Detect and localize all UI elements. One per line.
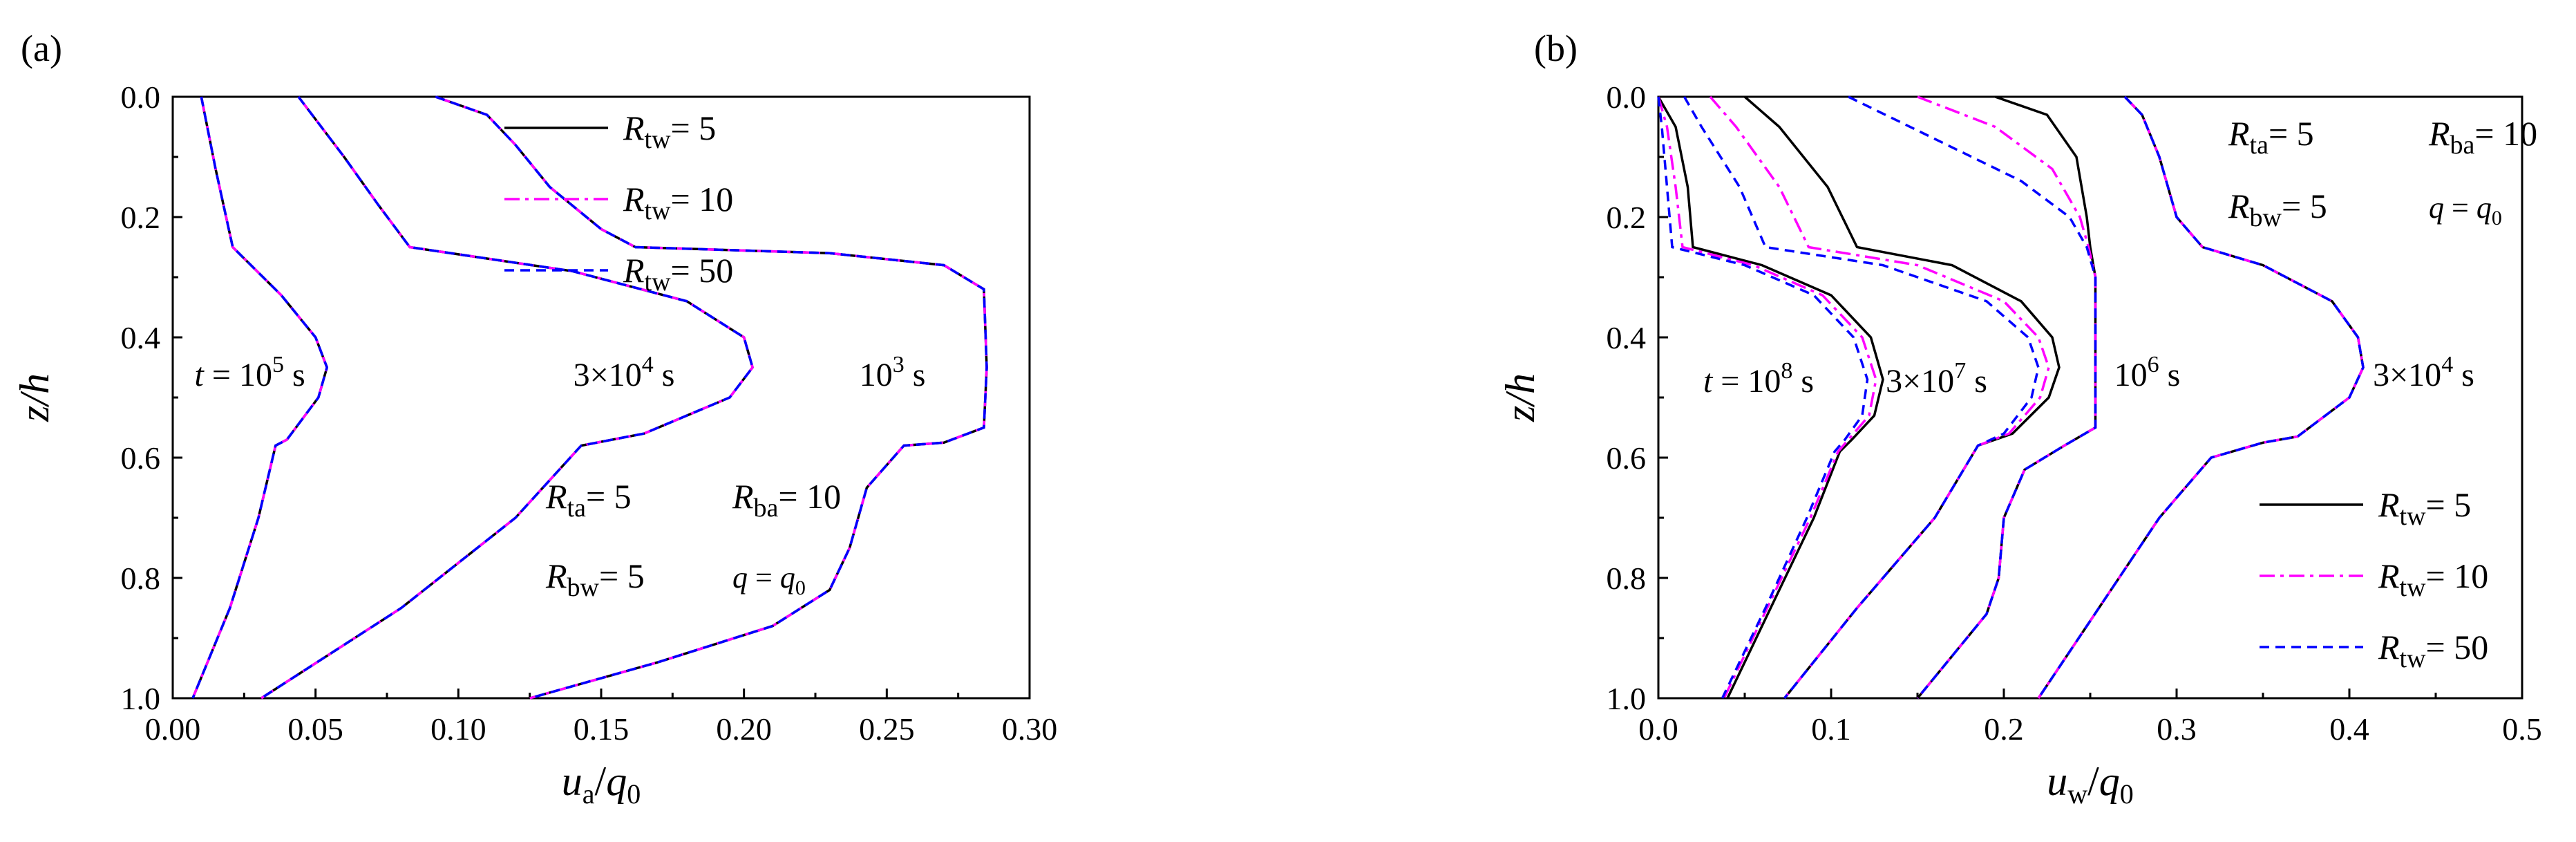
- x-tick-label: 0.15: [574, 711, 629, 747]
- series-line: [1657, 96, 1884, 699]
- x-axis-title: uw/q0: [2047, 758, 2134, 810]
- parameter-text: Rba= 10: [732, 477, 841, 523]
- parameter-text: Rbw= 5: [545, 556, 645, 602]
- curve-annotation: t = 108 s: [1703, 358, 1814, 400]
- legend-label: Rtw= 50: [623, 251, 733, 297]
- x-tick-label: 0.2: [1984, 711, 2024, 747]
- series-line: [2037, 95, 2365, 699]
- legend: Rtw= 5 Rtw= 10 Rtw= 50: [504, 109, 733, 297]
- parameter-text: q = q0: [2429, 191, 2502, 230]
- y-tick-label: 0.4: [121, 320, 161, 355]
- series-line: [1916, 95, 2097, 700]
- parameter-text: Rta= 5: [2228, 114, 2314, 160]
- series-line: [435, 95, 988, 700]
- x-tick-label: 0.00: [145, 711, 201, 747]
- curve-annotation: 3×104 s: [2373, 352, 2474, 393]
- y-tick-label: 1.0: [1607, 681, 1647, 716]
- curve-annotation: 3×104 s: [574, 352, 675, 393]
- parameter-text: q = q0: [732, 561, 806, 599]
- x-axis-title: ua/q0: [562, 758, 641, 810]
- legend-label: Rtw= 10: [623, 180, 733, 225]
- y-tick-label: 0.8: [121, 561, 161, 596]
- parameter-text: Rta= 5: [545, 477, 632, 523]
- series-line: [191, 96, 329, 699]
- series-line: [261, 95, 755, 700]
- x-tick-label: 0.10: [430, 711, 486, 747]
- x-tick-label: 0.3: [2157, 711, 2197, 747]
- curve-group: [1657, 96, 1884, 699]
- legend: Rtw= 5 Rtw= 10 Rtw= 50: [2260, 485, 2488, 673]
- plot-frame: [171, 95, 1031, 700]
- curve-group: [1683, 95, 2061, 700]
- y-tick-label: 0.4: [1607, 320, 1647, 355]
- legend-label: Rtw= 5: [2378, 485, 2471, 531]
- curve-group: [261, 95, 755, 700]
- legend-label: Rtw= 5: [623, 109, 716, 154]
- curve-annotation: 103 s: [860, 352, 926, 393]
- parameter-text: Rbw= 5: [2228, 187, 2327, 232]
- series-line: [191, 96, 329, 699]
- y-tick-label: 0.6: [121, 440, 161, 476]
- x-tick-label: 0.5: [2502, 711, 2542, 747]
- legend-label: Rtw= 50: [2378, 628, 2488, 673]
- curve-group: [1848, 95, 2097, 700]
- x-tick-label: 0.4: [2329, 711, 2369, 747]
- y-tick-label: 0.2: [121, 200, 161, 235]
- y-tick-label: 0.0: [1607, 79, 1647, 115]
- x-tick-label: 0.20: [716, 711, 772, 747]
- curve-group: [191, 96, 329, 699]
- y-axis-title: z/h: [1497, 373, 1543, 422]
- series-line: [1743, 95, 2061, 700]
- series-line: [1657, 96, 1869, 699]
- y-tick-label: 0.2: [1607, 200, 1647, 235]
- y-tick-label: 1.0: [121, 681, 161, 716]
- curve-group: [435, 95, 988, 700]
- y-tick-label: 0.8: [1607, 561, 1647, 596]
- parameter-text: Rba= 10: [2428, 114, 2537, 160]
- panel-a: (a) 0.00 0.05 0.10 0.15 0.20 0.25 0.30 0.0 0.2 0.4…: [12, 28, 1057, 810]
- panel-label: (b): [1534, 28, 1578, 69]
- x-tick-label: 0.25: [859, 711, 915, 747]
- series-line: [191, 96, 329, 699]
- series-line: [1657, 96, 1877, 699]
- parameter-block: Rta= 5 Rba= 10 Rbw= 5 q = q0: [2228, 114, 2537, 232]
- panel-label: (a): [21, 28, 62, 69]
- plot-frame: [1657, 95, 2523, 700]
- parameter-block: Rta= 5 Rba= 10 Rbw= 5 q = q0: [545, 477, 841, 602]
- y-axis-title: z/h: [12, 373, 57, 422]
- x-tick-label: 0.30: [1002, 711, 1058, 747]
- x-tick-label: 0.05: [287, 711, 343, 747]
- x-tick-label: 0.0: [1638, 711, 1678, 747]
- legend-label: Rtw= 10: [2378, 556, 2488, 602]
- series-line: [1709, 95, 2050, 700]
- x-tick-label: 0.1: [1811, 711, 1851, 747]
- curve-annotation: t = 105 s: [195, 352, 305, 393]
- curve-annotation: 3×107 s: [1886, 358, 1987, 400]
- y-tick-label: 0.0: [121, 79, 161, 115]
- y-tick-label: 0.6: [1607, 440, 1647, 476]
- curve-group: [2037, 95, 2365, 699]
- panel-b: (b) 0.0 0.1 0.2 0.3 0.4 0.5 0.0 0.2 0.4 0.6 0.8 1.0 u…: [1497, 28, 2542, 810]
- series-line: [1683, 96, 2040, 700]
- curve-annotation: 106 s: [2114, 352, 2181, 393]
